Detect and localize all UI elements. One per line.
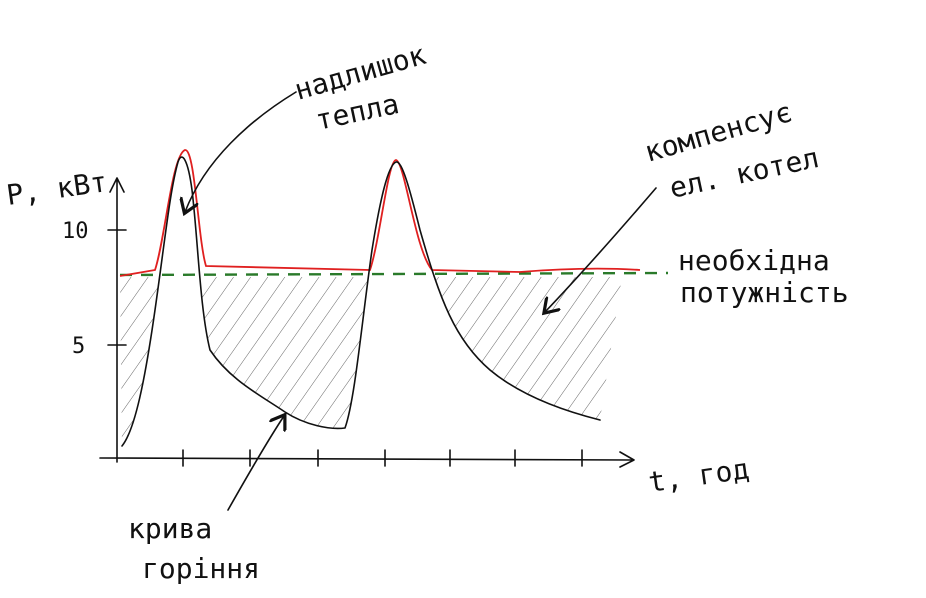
burn-curve [121,156,601,447]
arrow [545,187,657,312]
y-tick-label: 10 [62,219,89,244]
y-tick-label: 5 [72,334,85,359]
annotation: горіння [142,552,260,585]
arrow [227,416,284,511]
ticks [107,229,583,467]
annotation: необхідна [678,244,830,277]
x-axis-label: t, год [646,452,751,499]
y-axis [109,177,125,463]
y-axis-label: P, кВт [4,165,109,212]
required-power-line [119,271,669,277]
x-axis [99,451,635,468]
annotation: потужність [680,276,849,309]
annotation: крива [128,512,212,545]
arrow [185,91,297,212]
hatched-area [120,277,622,446]
